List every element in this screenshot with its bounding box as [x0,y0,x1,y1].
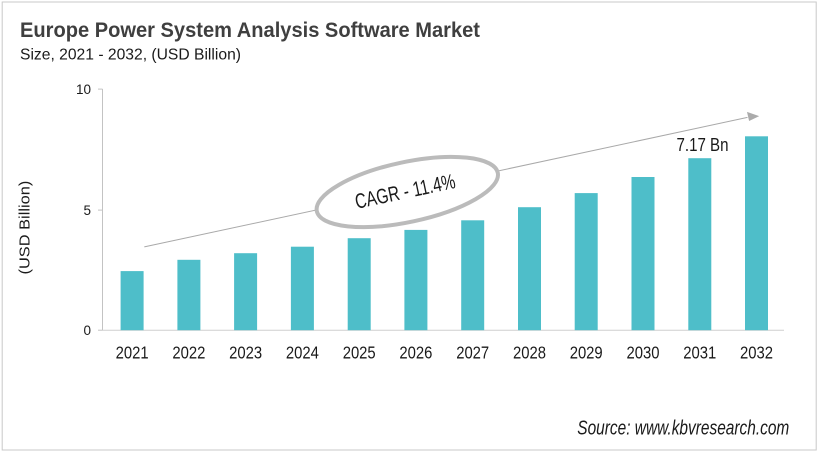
svg-text:2029: 2029 [570,342,603,362]
svg-text:2030: 2030 [627,342,660,362]
svg-text:0: 0 [83,323,91,338]
svg-text:2024: 2024 [286,342,319,362]
svg-text:Source: www.kbvresearch.com: Source: www.kbvresearch.com [577,418,789,440]
svg-text:2023: 2023 [229,342,262,362]
svg-text:2025: 2025 [343,342,376,362]
svg-text:2022: 2022 [172,342,205,362]
svg-text:2026: 2026 [399,342,432,362]
svg-text:5: 5 [83,203,91,218]
svg-text:(USD Billion): (USD Billion) [17,181,34,275]
svg-text:2032: 2032 [740,342,773,362]
svg-text:Europe Power System Analysis S: Europe Power System Analysis Software Ma… [20,19,480,42]
svg-text:2021: 2021 [116,342,149,362]
svg-text:2031: 2031 [683,342,716,362]
svg-text:2028: 2028 [513,342,546,362]
svg-text:7.17 Bn: 7.17 Bn [677,135,729,155]
svg-text:10: 10 [76,82,91,97]
svg-text:2027: 2027 [456,342,489,362]
svg-text:Size, 2021 - 2032, (USD Billio: Size, 2021 - 2032, (USD Billion) [20,47,241,64]
